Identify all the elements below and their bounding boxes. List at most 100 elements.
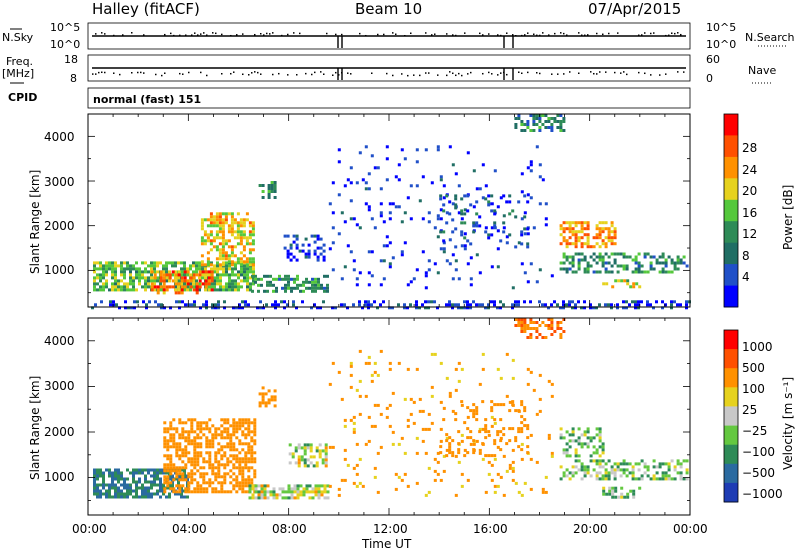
nsearch-dot <box>392 32 394 34</box>
heatmap-cell <box>163 478 167 482</box>
heatmap-cell <box>457 306 460 310</box>
heatmap-cell <box>646 303 649 307</box>
nave-dot <box>599 71 601 73</box>
heatmap-cell <box>215 215 219 219</box>
heatmap-cell <box>165 486 168 490</box>
heatmap-cell <box>190 478 194 482</box>
heatmap-cell <box>220 448 224 452</box>
heatmap-cell <box>547 318 551 321</box>
heatmap-cell <box>205 481 209 485</box>
heatmap-cell <box>217 442 221 446</box>
heatmap-cell <box>287 283 290 287</box>
heatmap-cell <box>174 273 178 277</box>
heatmap-cell <box>180 282 183 286</box>
heatmap-cell <box>439 451 443 455</box>
heatmap-cell <box>181 478 185 482</box>
heatmap-cell <box>553 300 556 304</box>
heatmap-cell <box>308 484 312 488</box>
heatmap-cell <box>129 483 132 487</box>
heatmap-cell <box>472 439 476 443</box>
heatmap-cell <box>102 282 105 286</box>
heatmap-cell <box>230 221 234 225</box>
heatmap-cell <box>132 468 135 472</box>
heatmap-cell <box>565 303 568 307</box>
heatmap-cell <box>511 403 515 407</box>
heatmap-cell <box>256 306 259 310</box>
nave-dot <box>296 74 298 76</box>
heatmap-cell <box>239 236 243 240</box>
heatmap-cell <box>532 114 536 117</box>
heatmap-cell <box>201 282 205 286</box>
heatmap-cell <box>517 445 521 449</box>
heatmap-cell <box>189 285 193 289</box>
heatmap-cell <box>99 483 102 487</box>
heatmap-cell <box>163 427 167 431</box>
heatmap-cell <box>301 300 304 304</box>
heatmap-cell <box>129 273 132 277</box>
heatmap-cell <box>195 261 198 265</box>
heatmap-cell <box>424 271 428 275</box>
heatmap-cell <box>307 255 311 259</box>
heatmap-cell <box>192 282 195 286</box>
heatmap-cell <box>598 245 602 249</box>
heatmap-cell <box>442 406 446 410</box>
heatmap-cell <box>169 457 173 461</box>
heatmap-cell <box>520 330 524 333</box>
heatmap-cell <box>299 484 303 488</box>
heatmap-cell <box>418 397 422 401</box>
heatmap-cell <box>610 465 614 469</box>
heatmap-cell <box>463 306 466 310</box>
heatmap-cell <box>93 264 96 268</box>
heatmap-cell <box>257 289 260 293</box>
nave-dot <box>425 72 427 74</box>
heatmap-cell <box>460 433 464 437</box>
heatmap-cell <box>379 445 383 449</box>
heatmap-cell <box>472 409 476 413</box>
heatmap-cell <box>331 306 334 310</box>
nave-dot <box>104 71 106 74</box>
heatmap-cell <box>123 486 126 490</box>
heatmap-cell <box>238 306 241 310</box>
heatmap-cell <box>178 433 182 437</box>
heatmap-cell <box>226 430 230 434</box>
heatmap-cell <box>214 487 218 491</box>
heatmap-cell <box>634 306 637 310</box>
heatmap-cell <box>568 445 572 449</box>
heatmap-cell <box>150 270 154 274</box>
heatmap-cell <box>180 279 184 283</box>
heatmap-cell <box>302 490 306 494</box>
heatmap-cell <box>232 457 236 461</box>
heatmap-cell <box>175 466 179 470</box>
heatmap-cell <box>535 280 539 284</box>
heatmap-cell <box>605 492 609 496</box>
heatmap-cell <box>317 283 320 287</box>
heatmap-cell <box>586 261 590 265</box>
heatmap-cell <box>292 300 295 304</box>
heatmap-cell <box>614 489 618 493</box>
heatmap-cell <box>211 466 215 470</box>
heatmap-cell <box>523 227 527 231</box>
heatmap-cell <box>224 239 228 243</box>
heatmap-cell <box>190 421 194 425</box>
heatmap-cell <box>298 249 302 253</box>
heatmap-cell <box>532 129 536 132</box>
heatmap-cell <box>244 303 247 307</box>
heatmap-cell <box>205 300 208 304</box>
heatmap-cell <box>454 454 458 458</box>
heatmap-cell <box>169 460 173 464</box>
heatmap-cell <box>205 306 208 310</box>
heatmap-cell <box>253 457 257 461</box>
nsearch-dot <box>299 32 301 35</box>
nave-tick-top: 60 <box>706 53 720 66</box>
heatmap-cell <box>260 283 263 287</box>
xtick-1200: 12:00 <box>373 522 408 536</box>
heatmap-cell <box>190 472 194 476</box>
heatmap-cell <box>200 221 204 225</box>
heatmap-cell <box>550 394 554 398</box>
heatmap-cell <box>248 496 252 500</box>
heatmap-cell <box>505 235 509 239</box>
heatmap-cell <box>529 262 533 266</box>
heatmap-cell <box>646 300 649 304</box>
heatmap-cell <box>550 324 554 327</box>
heatmap-cell <box>652 474 656 478</box>
